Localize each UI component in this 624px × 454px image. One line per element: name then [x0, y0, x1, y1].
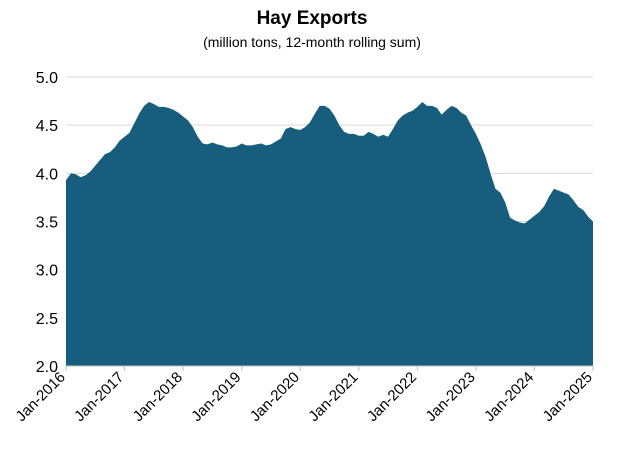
x-tick-label: Jan-2024 — [481, 369, 537, 425]
x-tick-label: Jan-2025 — [540, 369, 596, 425]
y-tick-label: 3.5 — [36, 215, 58, 232]
area — [66, 102, 593, 367]
x-tick-label: Jan-2021 — [305, 369, 361, 425]
x-tick-label: Jan-2023 — [422, 369, 478, 425]
y-tick-label: 2.0 — [36, 359, 58, 376]
chart-subtitle: (million tons, 12-month rolling sum) — [203, 34, 421, 50]
x-tick-label: Jan-2022 — [364, 369, 420, 425]
y-tick-label: 5.0 — [36, 70, 58, 87]
x-tick-label: Jan-2019 — [188, 369, 244, 425]
chart-title: Hay Exports — [257, 8, 368, 29]
x-tick-label: Jan-2020 — [247, 369, 303, 425]
y-tick-label: 2.5 — [36, 311, 58, 328]
x-tick-label: Jan-2018 — [130, 369, 186, 425]
y-tick-label: 3.0 — [36, 263, 58, 280]
x-tick-label: Jan-2016 — [13, 369, 69, 425]
y-tick-label: 4.5 — [36, 118, 58, 135]
y-tick-label: 4.0 — [36, 166, 58, 183]
x-tick-label: Jan-2017 — [71, 369, 127, 425]
